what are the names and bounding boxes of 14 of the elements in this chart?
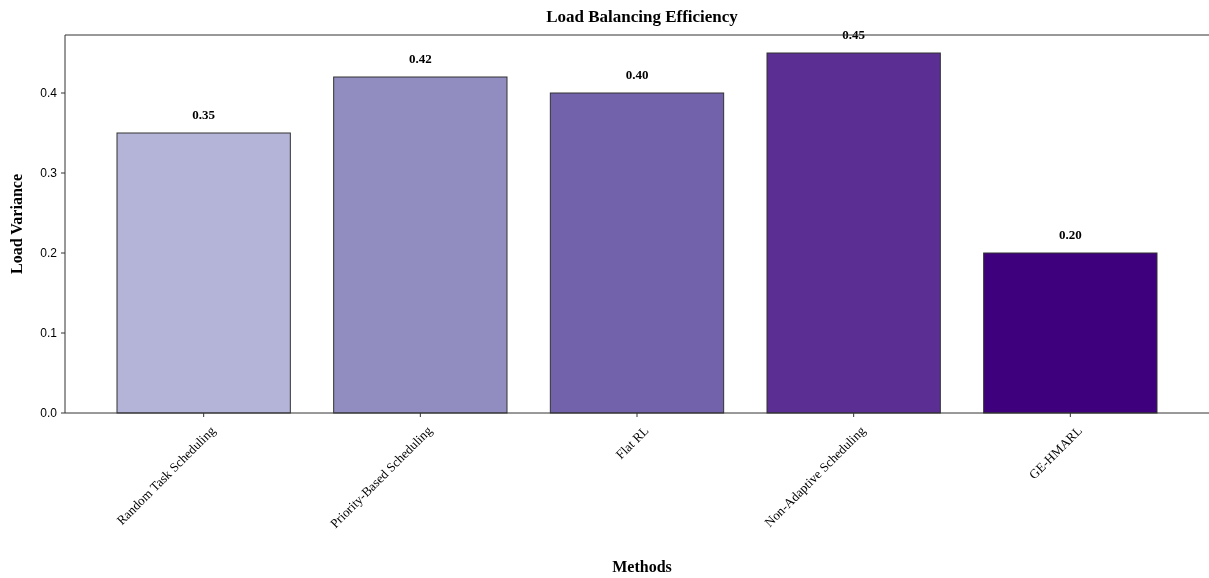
data-label: 0.35 <box>192 107 216 122</box>
y-tick-label: 0.2 <box>40 245 58 260</box>
x-axis-title: Methods <box>612 558 672 575</box>
data-label: 0.40 <box>625 67 649 82</box>
y-tick-label: 0.3 <box>40 165 58 180</box>
y-tick-label: 0.4 <box>40 85 58 100</box>
y-axis-title: Load Variance <box>8 173 25 275</box>
y-tick-label: 0.1 <box>40 325 58 340</box>
data-label: 0.42 <box>408 51 432 66</box>
y-tick-label: 0.0 <box>40 405 58 420</box>
x-tick-label: Flat RL <box>612 422 652 462</box>
data-label: 0.20 <box>1058 227 1082 242</box>
chart-title: Load Balancing Efficiency <box>546 7 739 26</box>
data-label: 0.45 <box>842 27 866 42</box>
